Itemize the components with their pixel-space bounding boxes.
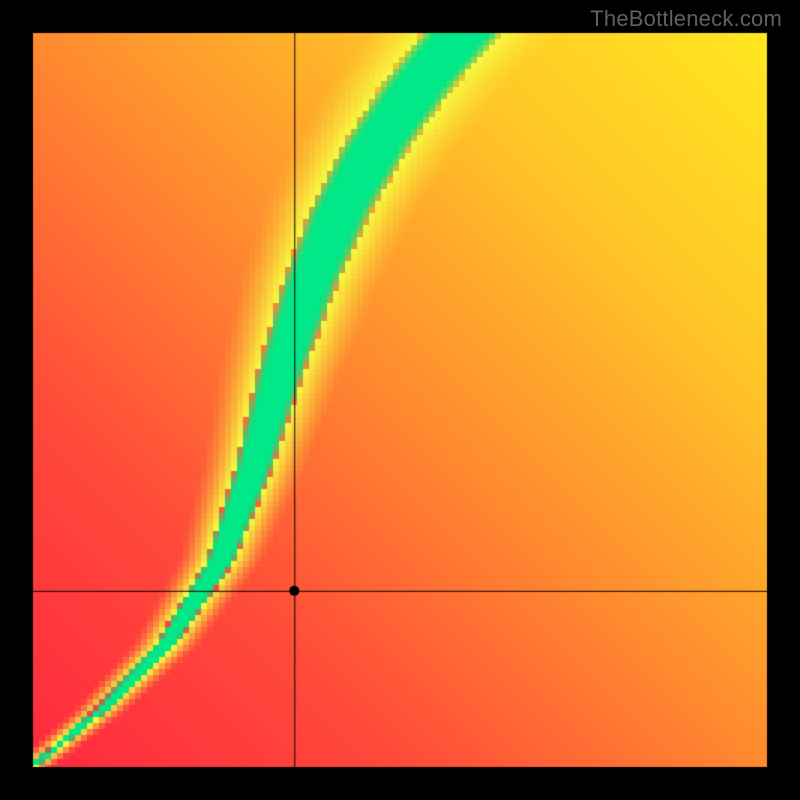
bottleneck-heatmap-canvas [0,0,800,800]
chart-container: TheBottleneck.com [0,0,800,800]
site-watermark: TheBottleneck.com [590,6,782,32]
